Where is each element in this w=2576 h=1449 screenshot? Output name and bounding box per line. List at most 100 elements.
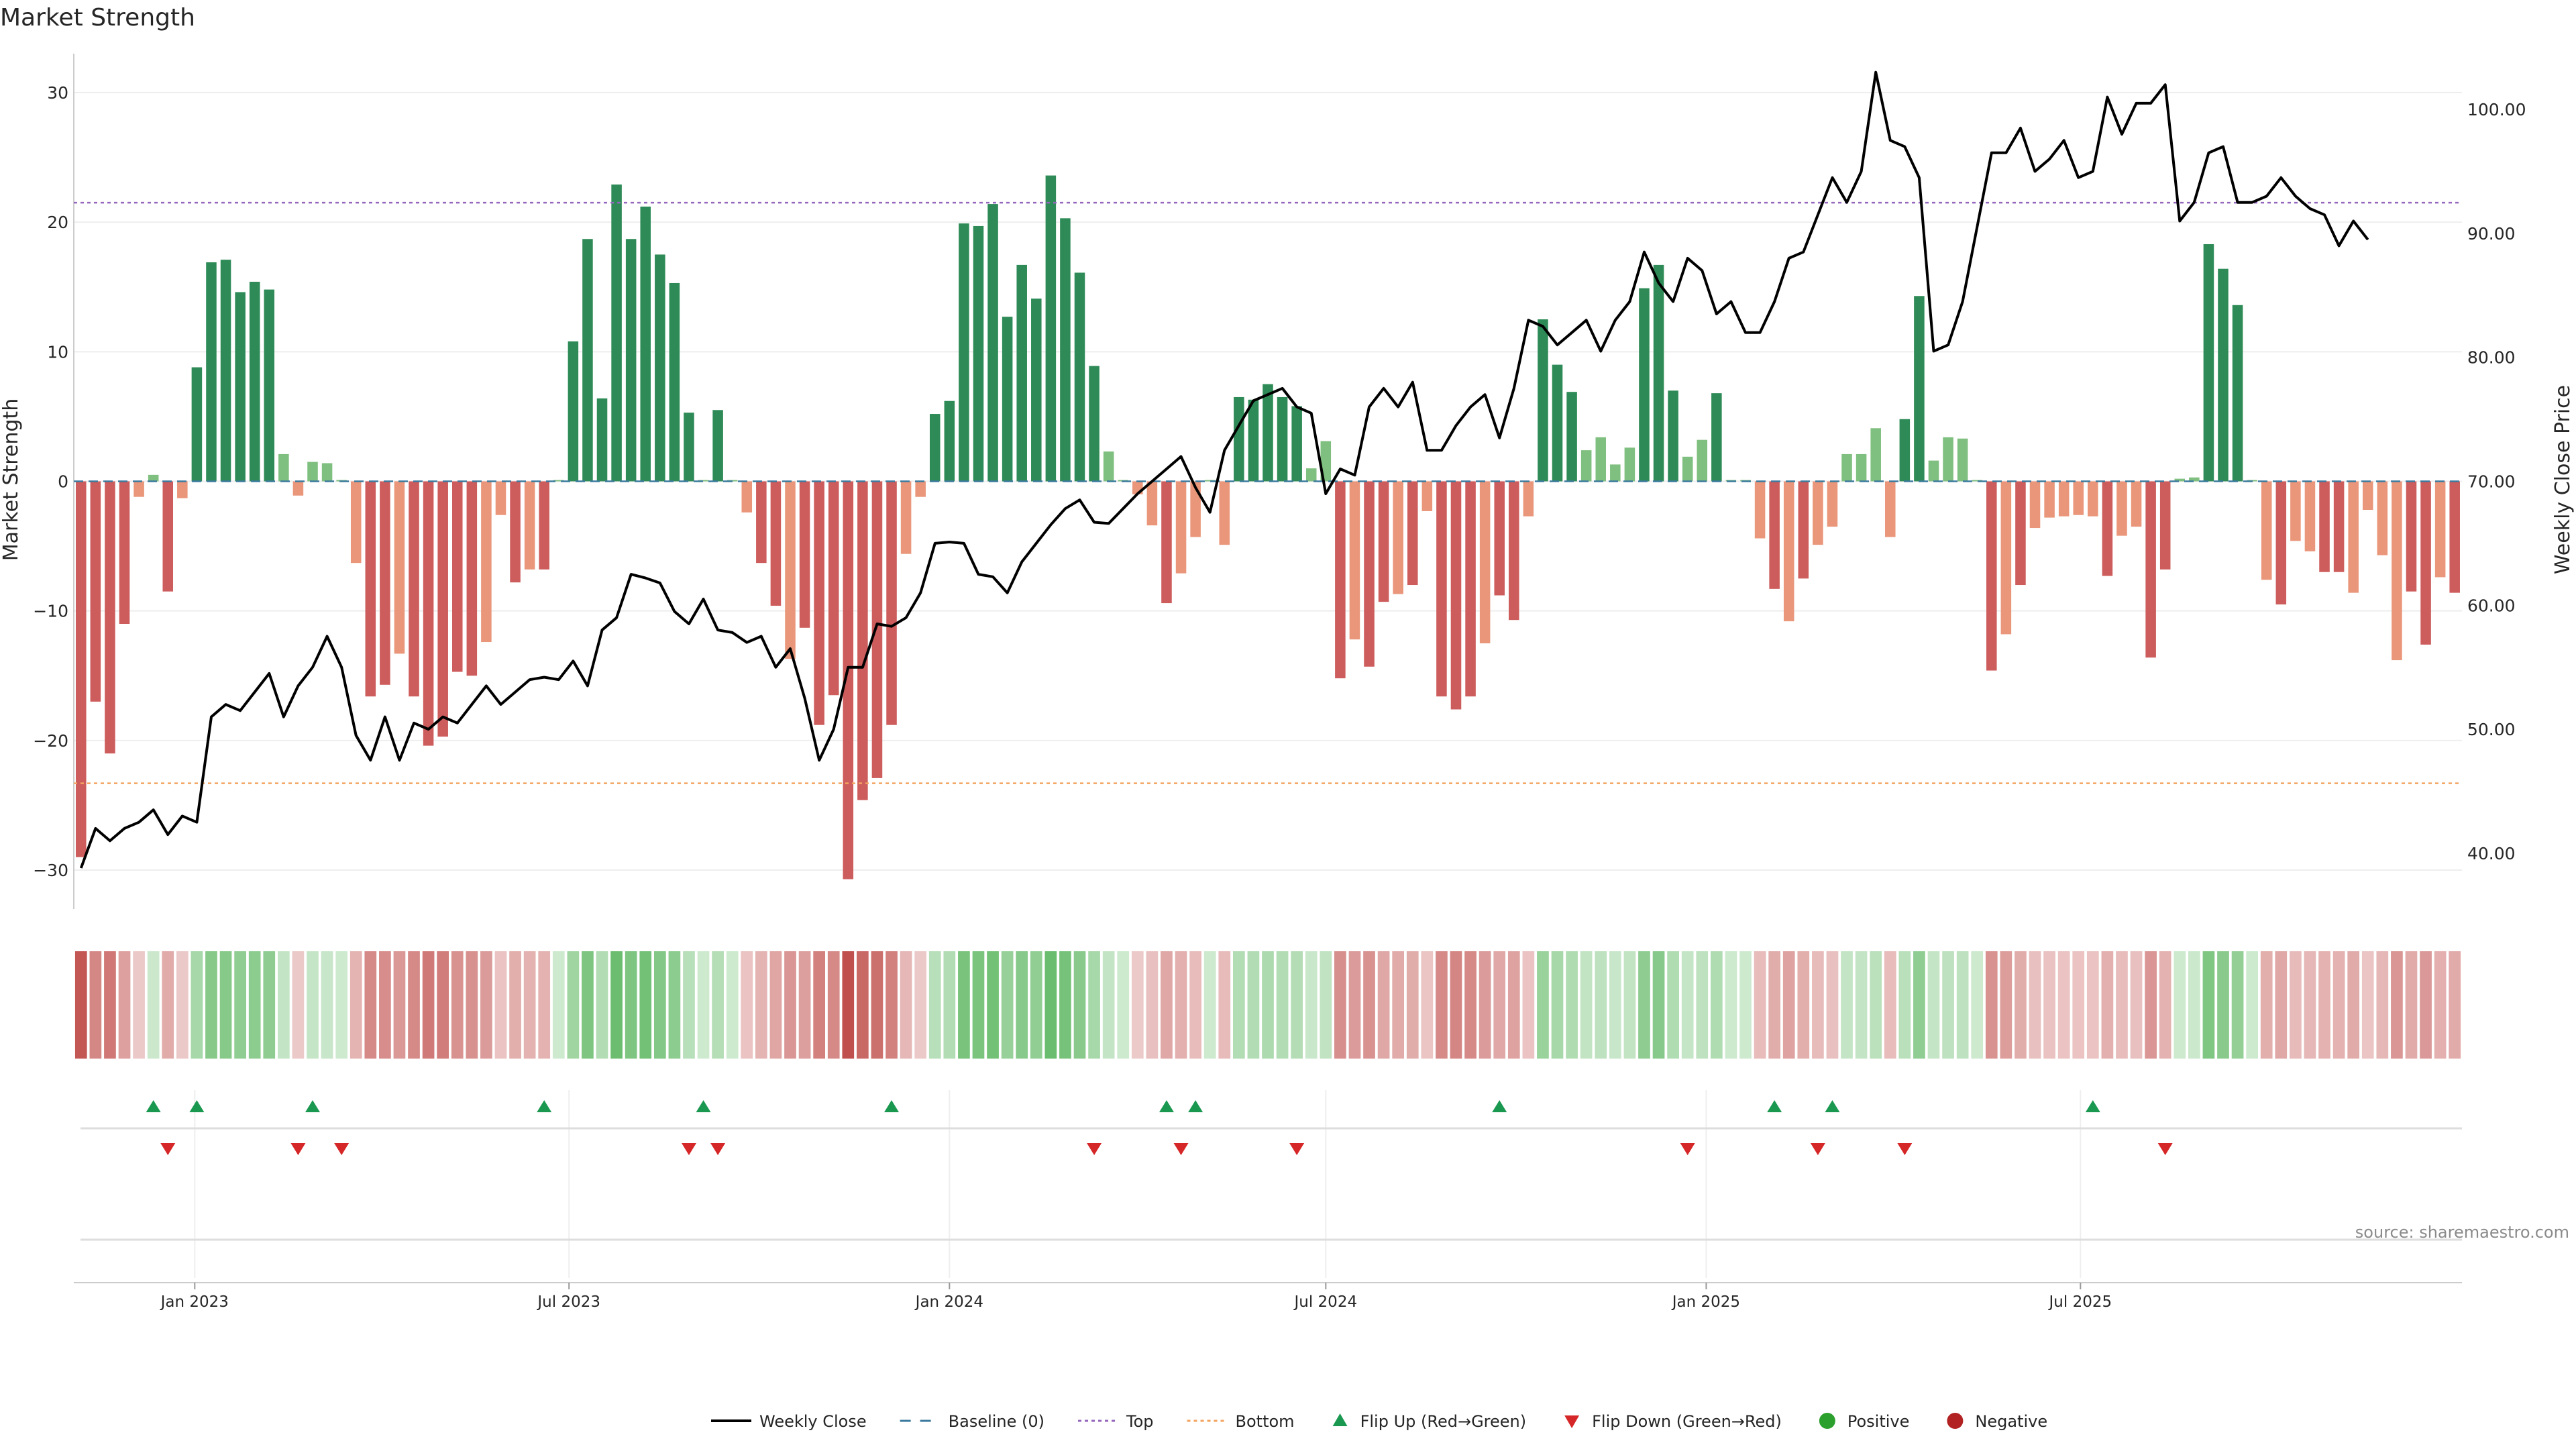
heatmap-cell: [1421, 951, 1434, 1059]
legend-swatch-down: [1564, 1415, 1580, 1428]
heatmap-cell: [1117, 951, 1130, 1059]
strength-bar: [2116, 481, 2127, 536]
strength-bar: [1624, 447, 1635, 482]
strength-bar: [380, 481, 390, 685]
strength-bars: [76, 175, 2460, 879]
chart-title: Market Strength: [0, 4, 195, 32]
heatmap-cell: [248, 951, 261, 1059]
heatmap-cell: [2029, 951, 2041, 1059]
x-tick-label: Jan 2024: [914, 1293, 983, 1311]
heatmap-cell: [1870, 951, 1882, 1059]
heatmap-cell: [1088, 951, 1100, 1059]
heatmap-cell: [798, 951, 811, 1059]
strength-bar: [1436, 481, 1447, 697]
strength-bar: [409, 481, 419, 697]
heatmap-cell: [1334, 951, 1346, 1059]
heatmap-cell: [263, 951, 276, 1059]
heatmap-cell: [1436, 951, 1448, 1059]
flip-down-marker: [1680, 1143, 1695, 1155]
heatmap-cell: [1913, 951, 1925, 1059]
strength-bar: [1263, 384, 1273, 482]
x-tick-label: Jan 2025: [1671, 1293, 1740, 1311]
legend-swatch-negative: [1947, 1413, 1964, 1429]
heatmap-cell: [567, 951, 580, 1059]
heatmap-cell: [2159, 951, 2171, 1059]
y-axis-label: Market Strength: [0, 398, 23, 561]
strength-bar: [1234, 396, 1244, 482]
strength-bar: [1754, 481, 1766, 539]
heatmap-cell: [1464, 951, 1477, 1059]
heatmap-cell: [2347, 951, 2360, 1059]
strength-bar: [698, 480, 709, 482]
heatmap-cell: [741, 951, 753, 1059]
strength-bar: [220, 260, 231, 482]
heatmap-cell: [1247, 951, 1260, 1059]
strength-bar: [857, 481, 868, 800]
legend-label: Weekly Close: [759, 1412, 867, 1431]
heatmap-cell: [2275, 951, 2288, 1059]
flip-up-marker: [146, 1100, 161, 1112]
strength-bar: [1552, 364, 1563, 482]
y2-tick-label: 100.00: [2467, 100, 2526, 119]
strength-bar: [568, 341, 579, 482]
strength-bar: [307, 462, 318, 482]
y2-tick-label: 70.00: [2467, 472, 2516, 492]
strength-bar: [2015, 481, 2026, 586]
heatmap-cell: [176, 951, 189, 1059]
flip-up-marker: [1159, 1100, 1174, 1112]
heatmap-cell: [523, 951, 536, 1059]
x-tick-label: Jul 2023: [536, 1293, 600, 1311]
strength-bar: [2058, 481, 2070, 517]
strength-bar: [206, 262, 217, 482]
flip-down-marker: [710, 1143, 726, 1155]
flip-up-marker: [1492, 1100, 1507, 1112]
heatmap-cell: [1131, 951, 1144, 1059]
heatmap-cell: [1884, 951, 1896, 1059]
y-tick-label: −30: [33, 861, 68, 880]
y-tick-label: 20: [47, 213, 68, 232]
strength-bar: [553, 480, 564, 482]
strength-bar: [1711, 393, 1722, 482]
heatmap-cell: [1841, 951, 1853, 1059]
legend-item: Flip Down (Green→Red): [1564, 1412, 1782, 1431]
strength-bar: [669, 282, 680, 482]
flip-down-marker: [1897, 1143, 1913, 1155]
heatmap-cell: [1320, 951, 1332, 1059]
strength-bar: [2261, 481, 2272, 580]
heatmap-cell: [1059, 951, 1071, 1059]
heatmap-cell: [2057, 951, 2070, 1059]
strength-bar: [1465, 481, 1476, 697]
heatmap-cell: [1218, 951, 1231, 1059]
strength-bar: [1697, 439, 1708, 482]
strength-bar: [119, 481, 130, 624]
heatmap-cell: [1392, 951, 1405, 1059]
heatmap-cell: [133, 951, 145, 1059]
strength-bar: [466, 481, 478, 676]
weekly-close-line: [79, 70, 2369, 869]
heatmap-cell: [857, 951, 869, 1059]
strength-bar: [148, 474, 159, 482]
strength-bar: [2275, 481, 2287, 605]
y-tick-label: −10: [33, 602, 68, 621]
strength-bar: [1957, 438, 1968, 482]
x-tick-label: Jan 2023: [160, 1293, 229, 1311]
legend: Weekly Close Baseline (0) Top Bottom Flip Up…: [711, 1412, 2047, 1431]
y-tick-label: 10: [47, 342, 68, 362]
heatmap-cell: [234, 951, 246, 1059]
heatmap-cell: [147, 951, 160, 1059]
strength-bar: [1305, 468, 1317, 482]
strength-bar: [481, 481, 492, 643]
x-tick-label: Jul 2025: [2048, 1293, 2112, 1311]
strength-bar: [625, 239, 637, 482]
strength-bar: [1335, 481, 1346, 679]
heatmap-cell: [1406, 951, 1419, 1059]
strength-bar: [1248, 399, 1259, 482]
heatmap-cell: [219, 951, 232, 1059]
strength-bar: [2159, 481, 2171, 570]
strength-bar: [987, 204, 998, 482]
reference-lines: [74, 201, 2462, 784]
y2-tick-label: 50.00: [2467, 720, 2516, 739]
legend-label: Bottom: [1236, 1412, 1295, 1431]
heatmap-cell: [668, 951, 681, 1059]
strength-bar: [423, 481, 434, 746]
